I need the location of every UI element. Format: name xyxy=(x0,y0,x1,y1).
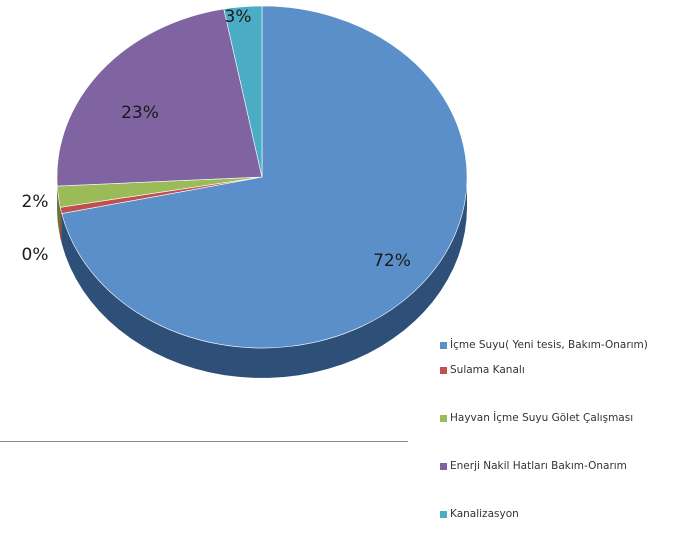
legend-swatch xyxy=(440,463,447,470)
pie-slices xyxy=(56,5,468,349)
legend-label: Enerji Nakil Hatları Bakım-Onarım xyxy=(450,460,627,472)
data-label-4: 3% xyxy=(225,7,252,27)
pie-slice-4 xyxy=(223,5,263,178)
legend-label: Kanalizasyon xyxy=(450,508,519,520)
legend-swatch xyxy=(440,415,447,422)
legend-item-hayvan-icme-suyu: Hayvan İçme Suyu Gölet Çalışması xyxy=(440,411,695,426)
legend-item-kanalizasyon: Kanalizasyon xyxy=(440,507,695,522)
legend: İçme Suyu( Yeni tesis, Bakım-Onarım) Sul… xyxy=(440,338,695,522)
data-label-3: 23% xyxy=(121,103,159,123)
divider-line xyxy=(0,441,408,442)
data-label-0: 72% xyxy=(373,251,411,271)
legend-label: Hayvan İçme Suyu Gölet Çalışması xyxy=(450,412,634,424)
legend-label: İçme Suyu( Yeni tesis, Bakım-Onarım) xyxy=(450,339,648,351)
legend-swatch xyxy=(440,342,447,349)
legend-item-icme-suyu: İçme Suyu( Yeni tesis, Bakım-Onarım) xyxy=(440,338,695,353)
pie-labels: 72% 0% 2% 23% 3% xyxy=(22,7,411,271)
data-label-2: 2% xyxy=(22,192,49,212)
legend-label: Sulama Kanalı xyxy=(450,364,525,376)
pie-side-2 xyxy=(57,186,61,238)
pie-sides xyxy=(57,177,468,378)
pie-slice-0 xyxy=(61,5,468,349)
pie-slice-3 xyxy=(56,8,263,187)
pie-side-0 xyxy=(61,177,468,378)
pie-side-1 xyxy=(60,207,62,244)
legend-swatch xyxy=(440,367,447,374)
legend-swatch xyxy=(440,511,447,518)
legend-item-sulama-kanali: Sulama Kanalı xyxy=(440,363,695,378)
data-label-1: 0% xyxy=(22,245,49,265)
legend-item-enerji-nakil: Enerji Nakil Hatları Bakım-Onarım xyxy=(440,459,695,474)
